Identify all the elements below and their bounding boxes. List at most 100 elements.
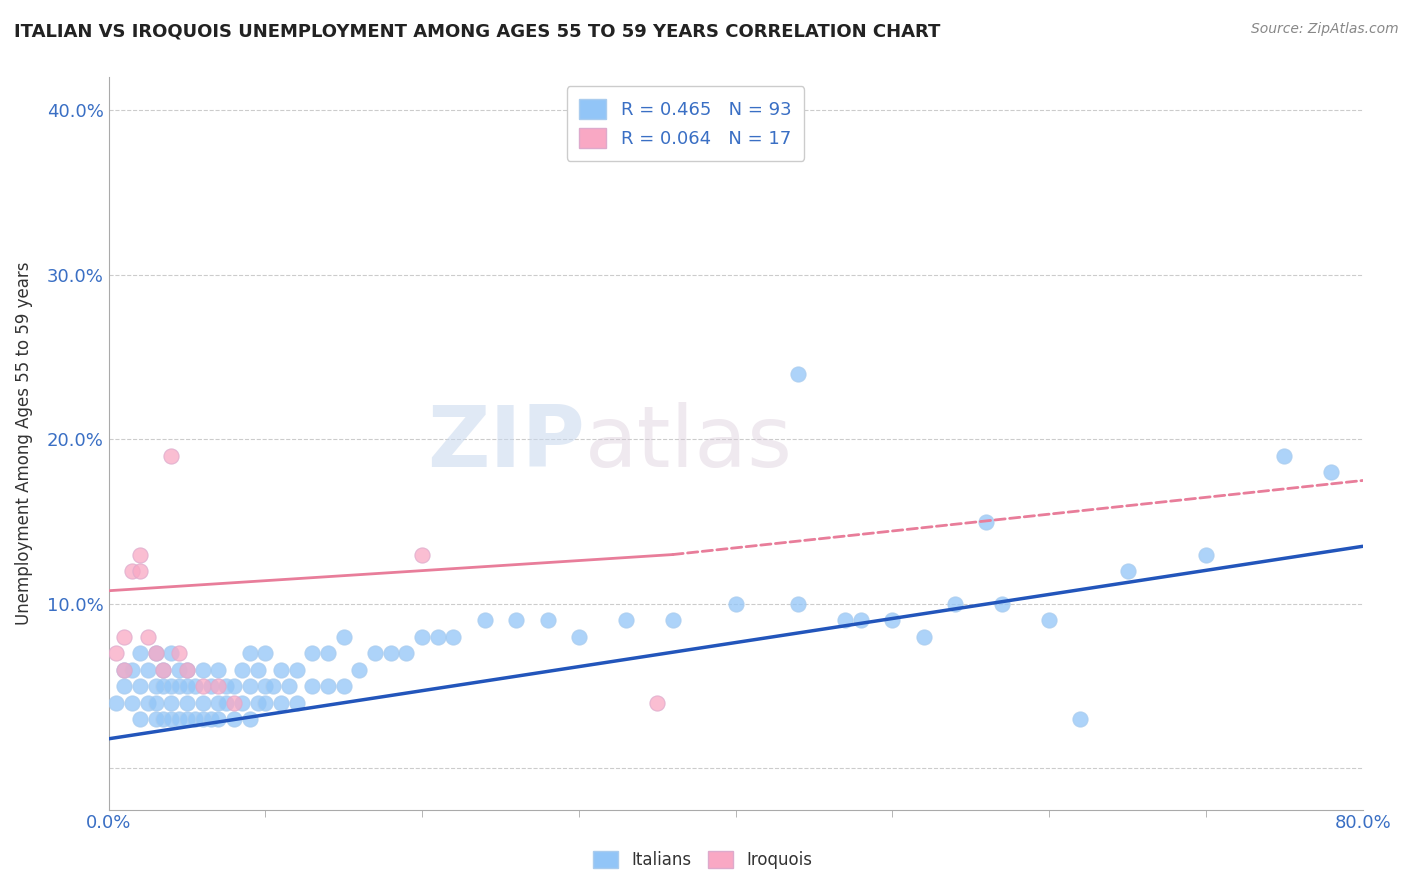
Point — [105, 646, 128, 660]
Point — [136, 630, 159, 644]
Point — [129, 548, 152, 562]
Point — [246, 696, 269, 710]
Point — [1116, 564, 1139, 578]
Point — [787, 367, 810, 381]
Point — [411, 548, 433, 562]
Text: ZIP: ZIP — [427, 402, 585, 485]
Legend: R = 0.465   N = 93, R = 0.064   N = 17: R = 0.465 N = 93, R = 0.064 N = 17 — [567, 87, 804, 161]
Point — [145, 646, 167, 660]
Point — [285, 663, 308, 677]
Point — [834, 613, 856, 627]
Point — [200, 679, 222, 693]
Point — [301, 646, 323, 660]
Point — [160, 712, 183, 726]
Point — [991, 597, 1014, 611]
Point — [505, 613, 527, 627]
Point — [536, 613, 558, 627]
Point — [207, 679, 229, 693]
Point — [474, 613, 496, 627]
Point — [176, 712, 198, 726]
Point — [316, 646, 339, 660]
Point — [426, 630, 449, 644]
Point — [129, 679, 152, 693]
Point — [262, 679, 284, 693]
Point — [136, 696, 159, 710]
Point — [614, 613, 637, 627]
Point — [207, 663, 229, 677]
Point — [239, 679, 262, 693]
Point — [787, 597, 810, 611]
Point — [145, 696, 167, 710]
Point — [215, 679, 238, 693]
Point — [849, 613, 872, 627]
Point — [724, 597, 747, 611]
Point — [1069, 712, 1091, 726]
Point — [176, 679, 198, 693]
Point — [976, 515, 998, 529]
Legend: Italians, Iroquois: Italians, Iroquois — [583, 841, 823, 880]
Point — [160, 679, 183, 693]
Point — [121, 663, 143, 677]
Point — [222, 696, 245, 710]
Point — [222, 679, 245, 693]
Text: atlas: atlas — [585, 402, 793, 485]
Point — [121, 696, 143, 710]
Point — [1320, 465, 1343, 479]
Point — [231, 696, 253, 710]
Point — [568, 630, 591, 644]
Point — [222, 712, 245, 726]
Point — [882, 613, 904, 627]
Point — [380, 646, 402, 660]
Point — [121, 564, 143, 578]
Point — [129, 564, 152, 578]
Point — [645, 696, 668, 710]
Text: Source: ZipAtlas.com: Source: ZipAtlas.com — [1251, 22, 1399, 37]
Point — [176, 663, 198, 677]
Point — [191, 712, 214, 726]
Point — [112, 663, 135, 677]
Point — [105, 696, 128, 710]
Point — [145, 712, 167, 726]
Point — [160, 696, 183, 710]
Point — [254, 646, 277, 660]
Point — [943, 597, 966, 611]
Point — [1195, 548, 1218, 562]
Point — [662, 613, 685, 627]
Point — [207, 712, 229, 726]
Point — [239, 646, 262, 660]
Point — [129, 712, 152, 726]
Point — [145, 679, 167, 693]
Point — [316, 679, 339, 693]
Point — [167, 679, 190, 693]
Point — [160, 449, 183, 463]
Point — [301, 679, 323, 693]
Point — [270, 663, 292, 677]
Point — [152, 663, 174, 677]
Point — [332, 630, 354, 644]
Point — [191, 679, 214, 693]
Point — [254, 696, 277, 710]
Point — [191, 696, 214, 710]
Point — [1272, 449, 1295, 463]
Point — [160, 646, 183, 660]
Point — [912, 630, 935, 644]
Point — [207, 696, 229, 710]
Point — [443, 630, 465, 644]
Point — [152, 712, 174, 726]
Point — [254, 679, 277, 693]
Point — [152, 679, 174, 693]
Point — [112, 663, 135, 677]
Point — [246, 663, 269, 677]
Point — [395, 646, 418, 660]
Point — [411, 630, 433, 644]
Point — [231, 663, 253, 677]
Y-axis label: Unemployment Among Ages 55 to 59 years: Unemployment Among Ages 55 to 59 years — [15, 261, 32, 625]
Point — [364, 646, 387, 660]
Point — [239, 712, 262, 726]
Point — [129, 646, 152, 660]
Point — [167, 712, 190, 726]
Point — [112, 679, 135, 693]
Point — [176, 696, 198, 710]
Point — [136, 663, 159, 677]
Point — [277, 679, 299, 693]
